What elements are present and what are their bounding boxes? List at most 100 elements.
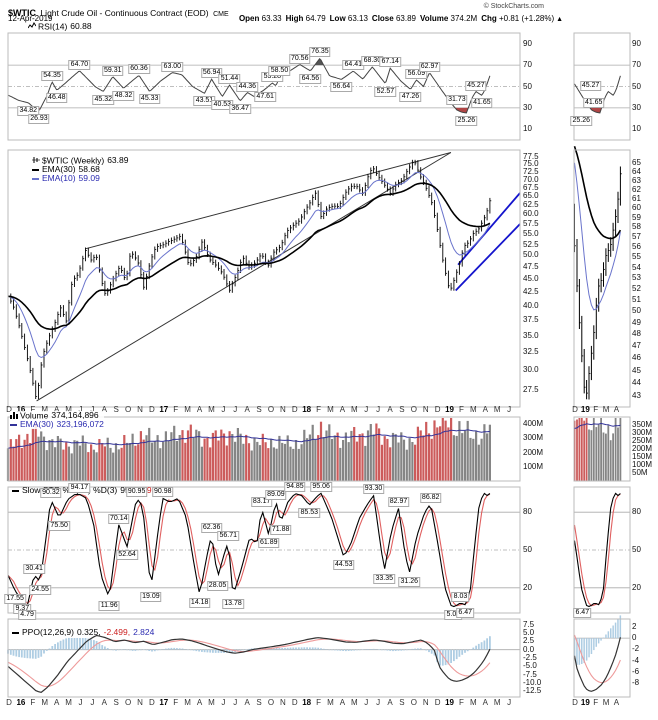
volume-bar xyxy=(181,430,184,481)
volume-bar xyxy=(333,435,336,481)
ppo-histogram-bar xyxy=(441,649,444,666)
ppo-histogram-bar xyxy=(151,649,153,652)
volume-bar xyxy=(619,418,622,481)
month-label: M xyxy=(208,698,215,707)
month-label: M xyxy=(327,405,334,414)
rsi-axis-tick: 30 xyxy=(523,102,532,112)
price-axis-tick: 57.5 xyxy=(523,219,539,229)
month-label: D xyxy=(6,405,12,414)
volume-bar xyxy=(339,447,342,481)
ppo-histogram-bar xyxy=(81,638,84,650)
price-axis-tick: 75.0 xyxy=(523,159,539,169)
volume-bar xyxy=(186,430,190,481)
month-label: D xyxy=(6,698,12,707)
ppo-legend-label: PPO(12,26,9) xyxy=(22,627,74,637)
volume-bar xyxy=(117,449,120,481)
month-label: D xyxy=(434,405,441,414)
month-label: A xyxy=(53,698,60,707)
volume-bar xyxy=(311,424,314,481)
quote-value: 63.33 xyxy=(259,14,282,23)
rsi-annotation: 59.31 xyxy=(102,65,124,76)
volume-axis-tick: 50M xyxy=(632,468,648,477)
ppo-histogram-bar xyxy=(295,647,297,650)
month-label: S xyxy=(399,405,405,414)
rsi-axis-tick: 70 xyxy=(523,60,532,70)
ppo-histogram-bar xyxy=(439,649,441,666)
volume-bar xyxy=(592,418,595,481)
ppo-histogram-bar xyxy=(73,638,76,650)
rsi-annotation: 25.26 xyxy=(570,115,593,126)
month-label: M xyxy=(327,698,334,707)
ppo-histogram-bar xyxy=(159,649,162,651)
ppo-histogram-bar xyxy=(153,649,156,652)
month-label: M xyxy=(208,405,215,414)
ppo-histogram-bar xyxy=(217,649,220,653)
quote-line: Open 63.33 High 64.79 Low 63.13 Close 63.89… xyxy=(235,14,563,23)
ppo-histogram-bar xyxy=(356,649,358,651)
volume-bar xyxy=(378,428,381,481)
ppo-histogram-bar xyxy=(617,619,619,639)
volume-bar xyxy=(303,429,306,481)
month-label: N xyxy=(137,405,143,414)
volume-bar xyxy=(607,425,610,481)
ppo-histogram-bar xyxy=(15,649,18,657)
sto-annotation: 31.26 xyxy=(398,576,421,587)
volume-bar xyxy=(576,419,578,481)
rsi-annotation: 62.97 xyxy=(418,61,441,72)
rsi-annotation: 56.94 xyxy=(200,68,223,79)
volume-ema-line xyxy=(574,422,621,429)
month-label: S xyxy=(113,698,119,707)
ppo-histogram-bar xyxy=(76,638,79,650)
ppo-histogram-bar xyxy=(275,648,278,650)
quote-label: High xyxy=(285,14,304,23)
volume-bar xyxy=(95,452,98,481)
ema30-line-swatch xyxy=(32,168,39,171)
volume-bar xyxy=(242,443,245,481)
ppo-histogram-bar xyxy=(212,649,214,653)
price-axis-tick: 64 xyxy=(632,166,641,176)
volume-bar xyxy=(444,420,447,481)
volume-bar xyxy=(37,436,40,481)
volume-bar xyxy=(139,431,142,481)
volume-bar xyxy=(330,439,334,481)
volume-bar xyxy=(231,434,234,481)
ppo-histogram-bar xyxy=(192,649,195,651)
volume-bar xyxy=(612,433,614,481)
month-label: S xyxy=(113,405,119,414)
month-label: N xyxy=(279,698,286,707)
month-label: 16 xyxy=(16,405,26,414)
ppo-histogram-bar xyxy=(392,649,394,652)
volume-bar xyxy=(590,430,593,481)
quote-value: +0.81 (+1.28%) xyxy=(496,14,555,23)
ppo-histogram-bar xyxy=(170,647,173,650)
month-label: F xyxy=(459,698,464,707)
month-label: F xyxy=(316,698,322,707)
month-label: O xyxy=(267,698,275,707)
sto-annotation: 90.98 xyxy=(152,487,174,498)
ppo-histogram-bar xyxy=(367,649,369,650)
ppo-axis-tick: -2.5 xyxy=(523,653,537,662)
volume-bar xyxy=(253,437,256,481)
ppo-histogram-bar xyxy=(600,638,602,641)
rsi-axis-tick: 10 xyxy=(523,124,532,134)
panel-border xyxy=(7,618,521,698)
ppo-histogram-bar xyxy=(65,638,68,650)
month-label: O xyxy=(267,405,275,414)
month-label: J xyxy=(78,405,83,414)
volume-bar xyxy=(350,430,353,481)
volume-bar xyxy=(167,440,170,481)
volume-bar xyxy=(23,439,26,481)
month-label: J xyxy=(221,698,226,707)
volume-bar xyxy=(200,446,203,481)
rsi-annotation: 54.35 xyxy=(41,70,63,81)
ppo-axis-tick: -7.5 xyxy=(523,669,537,679)
price-axis-tick: 48 xyxy=(632,329,641,339)
volume-bar xyxy=(153,441,156,481)
ppo-histogram-bar xyxy=(347,649,350,651)
volume-bar xyxy=(131,433,134,481)
ema10-label: EMA(10) xyxy=(42,173,76,183)
ppo-histogram-bar xyxy=(126,649,128,651)
sto-annotation: 82.97 xyxy=(387,497,410,508)
price-axis-tick: 62.5 xyxy=(523,200,539,210)
ppo-histogram-bar xyxy=(314,647,317,650)
